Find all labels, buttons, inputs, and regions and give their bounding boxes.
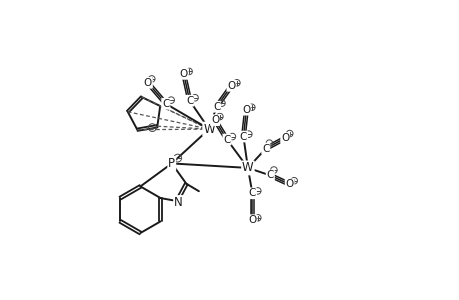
Text: C: C [266, 170, 274, 180]
Text: C: C [223, 134, 230, 145]
Text: O: O [144, 78, 151, 88]
Text: C: C [239, 132, 246, 142]
Text: C: C [185, 96, 193, 106]
Text: O: O [248, 215, 256, 225]
Text: O: O [280, 133, 289, 143]
Text: C: C [262, 143, 269, 154]
Text: P: P [168, 157, 175, 170]
Text: O: O [285, 179, 293, 189]
Text: W: W [203, 123, 214, 136]
Text: N: N [174, 196, 183, 209]
Text: C: C [213, 102, 220, 112]
Text: O: O [227, 81, 235, 91]
Text: O: O [211, 115, 219, 125]
Text: W: W [241, 161, 253, 174]
Text: C: C [162, 99, 169, 109]
Text: O: O [179, 69, 187, 79]
Text: C: C [248, 188, 256, 198]
Text: O: O [242, 105, 250, 115]
